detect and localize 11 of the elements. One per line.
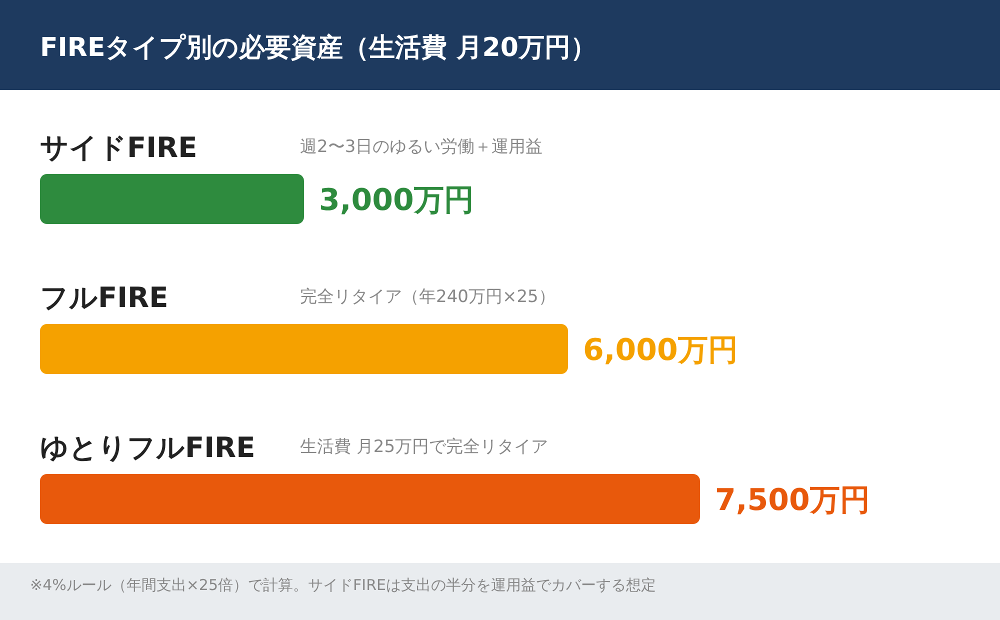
category: フルFIRE — [40, 281, 168, 314]
annotation: 週2〜3日のゆるい労働＋運用益 — [300, 137, 543, 157]
annotation: 生活費 月25万円で完全リタイア — [300, 437, 548, 457]
category: サイドFIRE — [40, 131, 198, 164]
value-label: 3,000万円 — [319, 183, 474, 218]
category: ゆとりフルFIRE — [40, 431, 256, 464]
annotation: ※4%ルール（年間支出×25倍）で計算。サイドFIREは支出の半分を運用益でカバーする想定 — [30, 576, 656, 594]
value-label: 7,500万円 — [715, 483, 870, 518]
title: FIREタイプ別の必要資産（生活費 月20万円） — [40, 33, 596, 63]
annotation: 完全リタイア（年240万円×25） — [300, 287, 556, 307]
value-label: 6,000万円 — [583, 333, 738, 368]
